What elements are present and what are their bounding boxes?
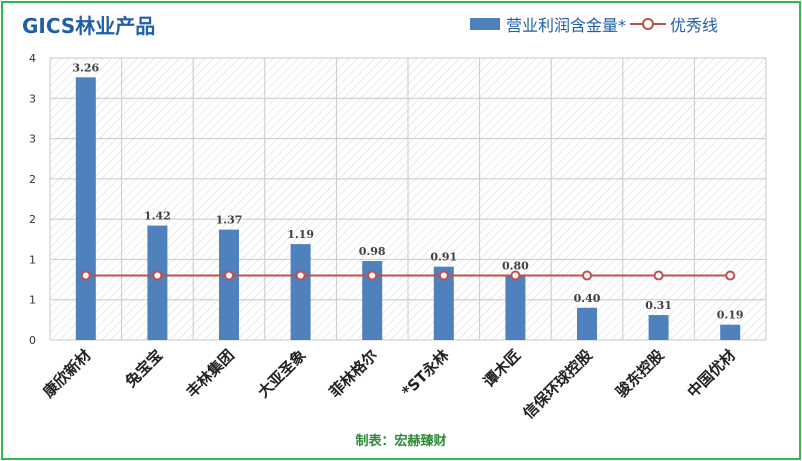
line-point xyxy=(295,270,306,281)
bar-data-label: 0.80 xyxy=(502,260,529,273)
x-category-label: *ST永林 xyxy=(398,345,453,400)
bar xyxy=(147,225,168,340)
bar-data-label: 1.19 xyxy=(287,228,314,241)
x-category-label: 丰林集团 xyxy=(183,346,238,401)
y-tick-label: 4 xyxy=(29,52,36,65)
legend-bar-swatch xyxy=(470,18,500,30)
chart-legend: 营业利润含金量* 优秀线 xyxy=(470,12,718,36)
x-category-label: 谭木匠 xyxy=(480,346,525,391)
chart-footer: 制表：宏赫臻财 xyxy=(355,434,447,449)
y-tick-label: 3 xyxy=(29,133,36,146)
bar-data-label: 1.37 xyxy=(216,214,243,227)
y-tick-label: 2 xyxy=(29,173,36,186)
y-tick-label: 0 xyxy=(29,334,36,347)
bar xyxy=(433,266,454,340)
line-point xyxy=(224,270,234,281)
line-point xyxy=(653,270,664,281)
legend-item-bar: 营业利润含金量* xyxy=(470,12,626,36)
bar xyxy=(720,324,741,340)
bar xyxy=(648,315,669,340)
y-tick-label: 3 xyxy=(29,92,36,105)
bar xyxy=(577,307,597,340)
line-point xyxy=(152,270,163,281)
legend-line-swatch xyxy=(630,17,667,31)
bar xyxy=(75,77,96,340)
x-category-label: 大亚圣象 xyxy=(254,346,309,401)
line-point xyxy=(367,270,378,281)
chart-title: GICS林业产品 xyxy=(22,14,156,38)
x-category-label: 菲林格尔 xyxy=(326,346,381,401)
line-point xyxy=(582,270,592,281)
line-point xyxy=(510,270,521,281)
x-category-label: 兔宝宝 xyxy=(121,346,166,391)
x-category-label: 康欣新材 xyxy=(39,346,94,401)
y-tick-label: 2 xyxy=(29,213,36,226)
bar xyxy=(219,229,239,340)
bar-data-label: 0.31 xyxy=(645,299,672,312)
bar xyxy=(505,275,526,340)
bar-data-label: 0.40 xyxy=(574,292,601,305)
bar xyxy=(362,261,383,340)
line-point xyxy=(725,270,736,281)
y-tick-label: 1 xyxy=(29,294,36,307)
x-category-label: 信保环球控股 xyxy=(519,345,596,422)
bar-data-label: 0.19 xyxy=(717,309,744,322)
bar-data-label: 3.26 xyxy=(72,61,99,74)
bar-data-label: 0.91 xyxy=(430,251,457,264)
legend-line-label: 优秀线 xyxy=(670,16,719,35)
bar-data-label: 0.98 xyxy=(359,245,386,258)
y-tick-label: 1 xyxy=(29,253,36,266)
bar xyxy=(290,244,311,340)
x-category-label: 中国优材 xyxy=(684,346,739,401)
bar-data-label: 1.42 xyxy=(144,210,171,223)
line-point xyxy=(438,270,449,281)
legend-bar-label: 营业利润含金量* xyxy=(506,16,627,35)
x-category-label: 骏东控股 xyxy=(612,345,668,401)
legend-item-line: 优秀线 xyxy=(626,12,718,36)
line-point xyxy=(80,270,91,281)
